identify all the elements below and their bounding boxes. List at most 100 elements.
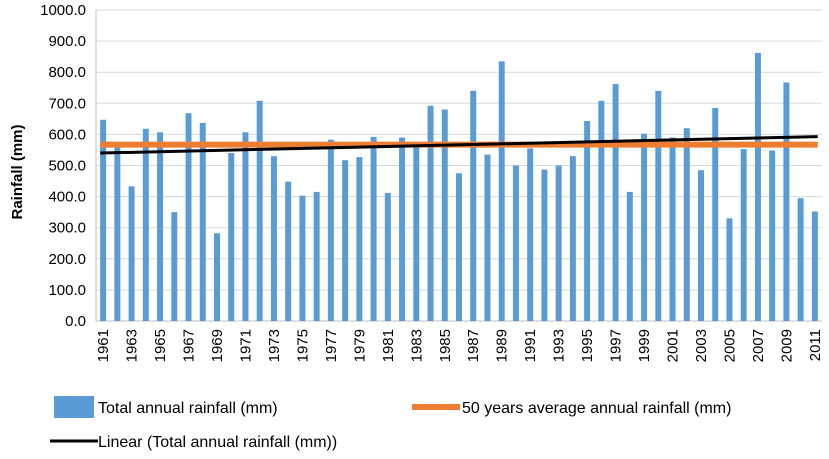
x-tick-label: 2007 — [750, 329, 767, 362]
y-tick-label: 700.0 — [48, 95, 86, 112]
bar-1987 — [470, 90, 477, 321]
bar-1994 — [569, 156, 576, 321]
bar-1986 — [456, 173, 462, 321]
x-tick-label: 2003 — [693, 329, 710, 362]
y-tick-label: 400.0 — [48, 189, 86, 206]
bar-1968 — [199, 122, 206, 321]
bar-1963 — [128, 186, 135, 321]
y-tick-label: 200.0 — [48, 251, 86, 268]
y-axis-ticks: 0.0 100.0 200.0 300.0 400.0 500.0 600.0 700.0 80… — [40, 2, 86, 330]
x-tick-label: 2005 — [721, 329, 738, 362]
bar-1989 — [498, 61, 505, 321]
x-tick-label: 1969 — [209, 329, 226, 362]
y-tick-label: 0.0 — [65, 313, 86, 330]
y-tick-label: 500.0 — [48, 158, 86, 175]
bar-1974 — [285, 181, 292, 321]
bar-1972 — [256, 100, 263, 321]
bar-2004 — [712, 107, 719, 321]
bar-1995 — [584, 121, 591, 321]
line-series — [100, 135, 818, 155]
x-axis-ticks: 1961 1963 1965 1967 1969 1971 1973 1975 1977 1979… — [95, 329, 824, 362]
bar-1984 — [427, 105, 434, 322]
x-tick-label: 1971 — [237, 329, 254, 362]
bar-2007 — [754, 52, 761, 321]
bar-2006 — [740, 149, 747, 321]
x-tick-label: 1987 — [465, 329, 482, 362]
x-tick-label: 1973 — [266, 329, 283, 362]
x-tick-label: 2009 — [778, 329, 795, 362]
y-tick-label: 100.0 — [48, 282, 86, 299]
linear-trend-line — [100, 135, 818, 155]
bar-2000 — [655, 90, 662, 321]
bar-1997 — [612, 84, 619, 321]
bar-1993 — [555, 165, 562, 321]
bar-1971 — [242, 132, 249, 321]
bar-2005 — [726, 218, 733, 321]
bar-2002 — [683, 128, 690, 321]
x-tick-label: 1995 — [579, 329, 596, 362]
bar-1982 — [399, 137, 406, 321]
x-tick-label: 1991 — [522, 329, 539, 362]
bar-1962 — [114, 146, 121, 321]
x-tick-label: 1975 — [294, 329, 311, 362]
x-tick-label: 1963 — [124, 329, 141, 362]
legend-swatch-total-rainfall — [54, 396, 94, 418]
bar-2011 — [811, 211, 818, 321]
y-tick-label: 600.0 — [48, 126, 86, 143]
bar-1975 — [299, 195, 306, 321]
bar-2001 — [669, 137, 676, 321]
bar-1996 — [598, 100, 605, 321]
x-tick-label: 1999 — [636, 329, 653, 362]
y-tick-label: 300.0 — [48, 220, 86, 237]
bar-1969 — [214, 233, 220, 321]
x-tick-label: 2011 — [807, 329, 824, 361]
x-tick-label: 1977 — [323, 329, 340, 362]
bar-1981 — [384, 192, 391, 321]
bar-1970 — [228, 153, 235, 321]
legend-label-average: 50 years average annual rainfall (mm) — [462, 400, 731, 417]
bar-1988 — [484, 154, 491, 321]
bar-2003 — [698, 170, 704, 321]
bar-2008 — [769, 150, 776, 321]
bar-1991 — [527, 148, 534, 321]
bar-1977 — [327, 139, 334, 321]
y-tick-label: 900.0 — [48, 33, 86, 50]
x-tick-label: 1979 — [351, 329, 368, 362]
bar-1978 — [342, 160, 349, 321]
bar-1979 — [356, 157, 363, 321]
y-tick-label: 800.0 — [48, 64, 86, 81]
bar-1961 — [100, 119, 107, 322]
bar-1999 — [641, 133, 648, 321]
legend-label-linear: Linear (Total annual rainfall (mm)) — [98, 434, 337, 451]
bar-2010 — [797, 198, 804, 321]
x-tick-label: 1985 — [437, 329, 454, 362]
bar-1966 — [171, 212, 178, 321]
x-tick-label: 2001 — [665, 329, 682, 362]
x-tick-label: 1989 — [494, 329, 511, 362]
bar-1967 — [185, 113, 192, 321]
bar-1980 — [370, 136, 377, 321]
legend: Total annual rainfall (mm) 50 years aver… — [50, 396, 731, 451]
y-tick-label: 1000.0 — [40, 2, 86, 19]
x-tick-label: 1961 — [95, 329, 112, 362]
legend-label-total-rainfall: Total annual rainfall (mm) — [98, 400, 278, 417]
bar-1965 — [157, 132, 164, 321]
bar-1992 — [541, 169, 548, 321]
bar-series — [100, 52, 818, 322]
x-tick-label: 1983 — [408, 329, 425, 362]
x-tick-label: 1965 — [152, 329, 169, 362]
bar-1985 — [441, 109, 448, 322]
bar-1983 — [413, 146, 420, 321]
y-axis-label: Rainfall (mm) — [9, 124, 26, 219]
bar-1990 — [512, 165, 519, 321]
bar-2009 — [783, 82, 790, 321]
x-tick-label: 1993 — [551, 329, 568, 362]
x-tick-label: 1997 — [608, 329, 625, 362]
x-tick-label: 1967 — [181, 329, 198, 362]
bar-1998 — [626, 191, 633, 321]
x-tick-label: 1981 — [380, 329, 397, 362]
bar-1973 — [270, 156, 277, 321]
bar-1964 — [142, 128, 149, 321]
bar-1976 — [313, 191, 320, 321]
